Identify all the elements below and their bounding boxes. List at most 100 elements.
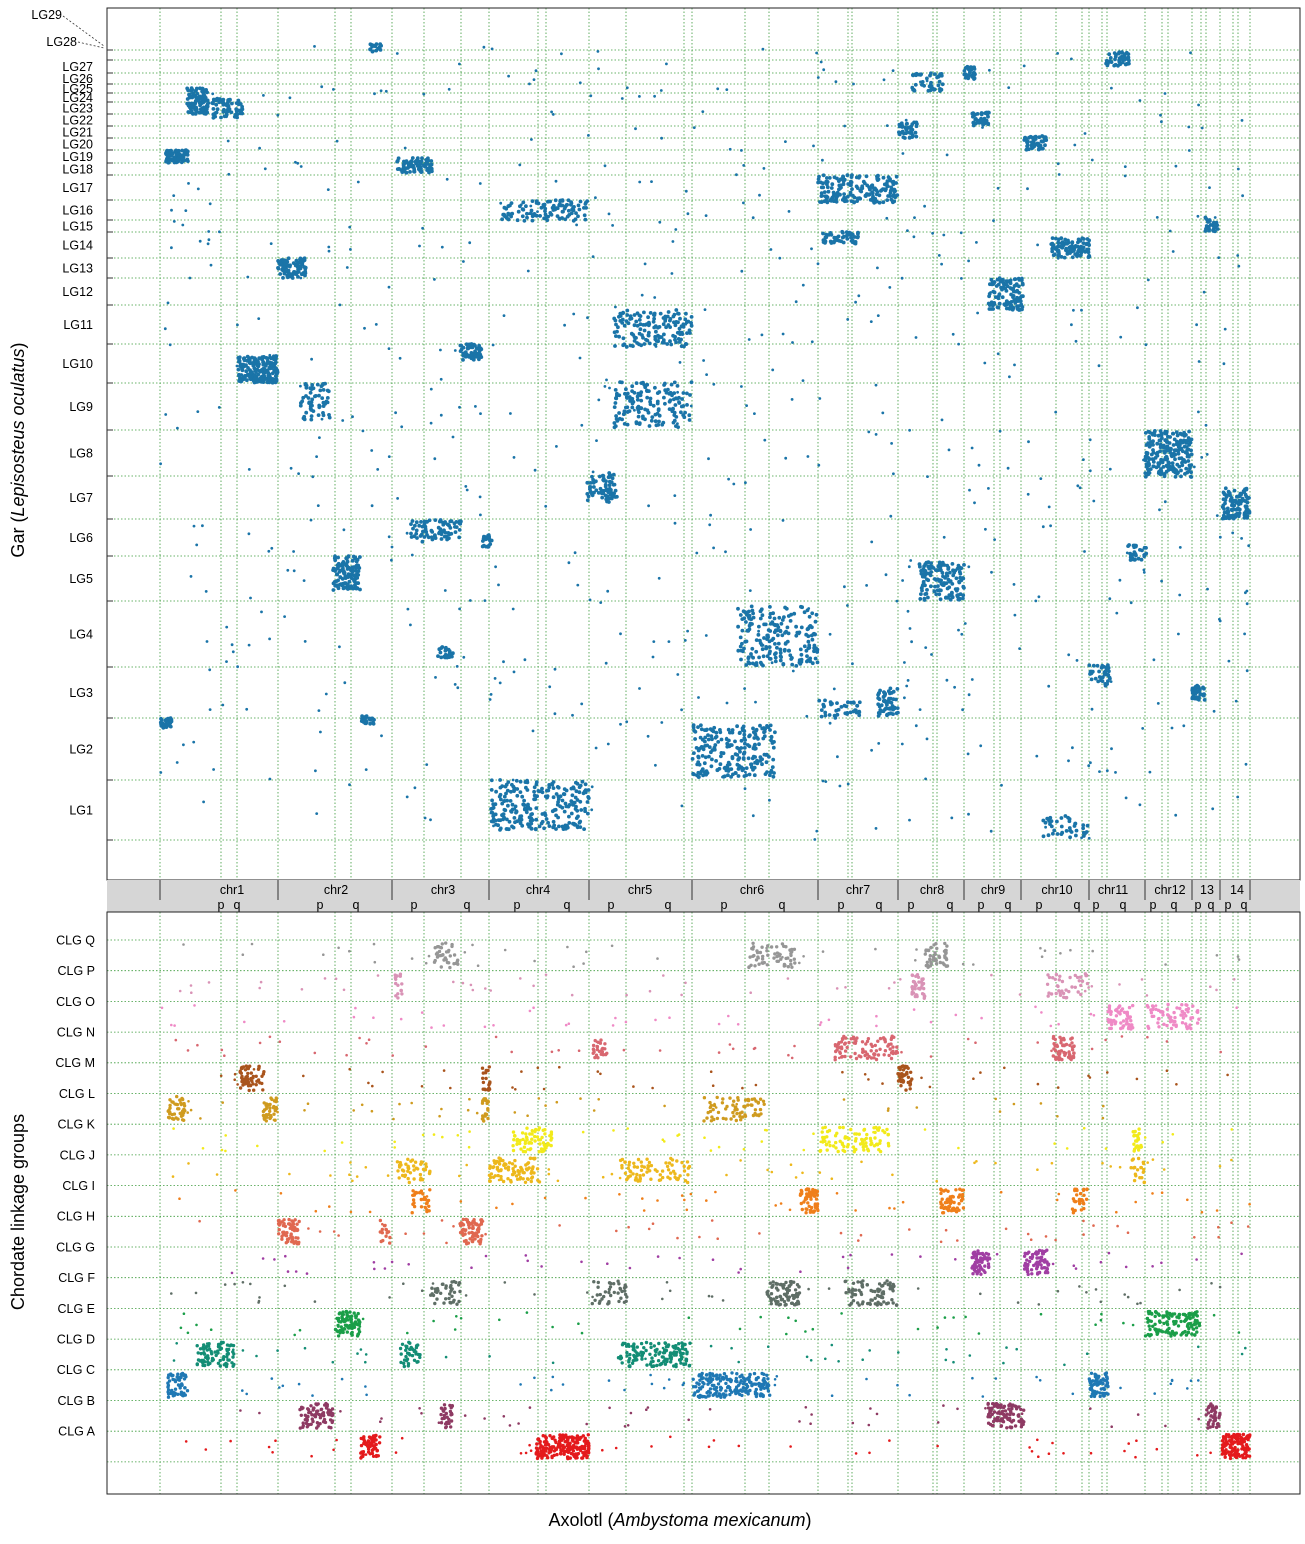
gar-dot [662, 395, 666, 400]
gar-dot [987, 294, 991, 299]
gar-dot [183, 152, 188, 157]
gar-dot [747, 338, 751, 341]
gar-dot [647, 322, 651, 326]
gar-dot [341, 419, 345, 422]
gar-dot [782, 647, 787, 652]
gar-dot [355, 576, 360, 580]
gar-dot [617, 416, 622, 421]
clg-dot [1057, 989, 1061, 993]
gar-dot [1067, 819, 1072, 824]
gar-row-label: LG11 [63, 318, 93, 332]
gar-dot [270, 546, 274, 550]
gar-dot [1144, 343, 1148, 347]
clg-row-label: CLG G [56, 1240, 95, 1254]
gar-dot [308, 390, 313, 395]
gar-dot [768, 773, 772, 778]
gar-row-label: LG10 [62, 357, 93, 371]
clg-dot [435, 945, 440, 949]
gar-dot [1087, 253, 1091, 258]
gar-dot [770, 765, 775, 769]
gar-dot [174, 152, 179, 157]
gar-dot [675, 396, 680, 401]
clg-dot [1175, 1006, 1179, 1010]
gar-dot [570, 793, 575, 798]
gar-row-label: LG2 [69, 743, 93, 757]
gar-dot [532, 78, 536, 81]
gar-dot [409, 531, 413, 536]
gar-dot [757, 629, 760, 633]
gar-dot [724, 550, 727, 554]
gar-dot [474, 354, 478, 359]
gar-dot [707, 745, 712, 749]
gar-dot [439, 348, 442, 352]
gar-dot [913, 216, 916, 220]
clg-dot [783, 963, 787, 968]
gar-dot [596, 50, 600, 53]
gar-dot [625, 396, 629, 400]
gar-dot [278, 261, 282, 265]
gar-dot [529, 204, 533, 208]
gar-dot [310, 357, 313, 361]
clg-dot [1157, 1025, 1161, 1029]
gar-dot [928, 573, 933, 578]
gar-row-label: LG24 [62, 91, 93, 105]
gar-dot [669, 342, 674, 347]
gar-dot [456, 686, 460, 690]
gar-dot [415, 157, 420, 162]
clg-dot [933, 951, 937, 955]
clg-dot [1195, 1010, 1199, 1014]
gar-row-label: LG25 [62, 82, 93, 96]
gar-dot [1087, 836, 1091, 840]
gar-dot [580, 779, 585, 784]
gar-dot [575, 825, 580, 830]
clg-dot [452, 953, 457, 957]
gar-dot [725, 766, 730, 771]
gar-dot [799, 604, 803, 609]
chromosome-arm-label: q [564, 898, 571, 912]
gar-dot [901, 135, 906, 140]
gar-dot [429, 818, 432, 822]
gar-dot [777, 615, 782, 620]
gar-dot [805, 654, 809, 658]
gar-dot [555, 445, 558, 448]
gar-dot [1187, 125, 1191, 129]
gar-dot [654, 423, 659, 428]
gar-dot [1213, 229, 1217, 234]
gar-dot [613, 488, 618, 493]
clg-dot [1108, 1026, 1112, 1031]
gar-dot [1019, 302, 1024, 307]
gar-dot [634, 420, 639, 424]
gar-dot [276, 266, 281, 271]
gar-dot [984, 118, 989, 123]
gar-dot [827, 176, 832, 180]
clg-dot [873, 1043, 877, 1048]
gar-dot [309, 408, 314, 412]
gar-dot [647, 341, 652, 346]
gar-dot [843, 124, 847, 128]
gar-plot-area [107, 8, 1300, 880]
gar-dot [648, 402, 653, 407]
gar-dot [256, 372, 261, 377]
gar-dot [315, 382, 320, 387]
gar-dot [741, 767, 745, 772]
gar-dot [657, 390, 662, 394]
gar-dot [1082, 458, 1085, 461]
gar-dot [534, 806, 539, 810]
gar-dot [573, 551, 577, 555]
gar-dot [824, 780, 828, 783]
gar-dot [1245, 495, 1249, 499]
clg-dot [847, 1040, 851, 1045]
gar-dot [709, 734, 714, 739]
gar-dot [885, 702, 889, 707]
clg-dot [748, 955, 752, 959]
gar-dot [556, 785, 561, 790]
gar-dot [564, 804, 569, 809]
gar-dot [655, 399, 660, 404]
gar-dot [744, 639, 749, 644]
gar-dot [961, 708, 964, 712]
gar-dot [1075, 659, 1079, 662]
gar-dot [198, 239, 202, 243]
gar-dot [363, 326, 366, 330]
gar-dot [684, 342, 689, 346]
gar-dot [780, 633, 785, 638]
